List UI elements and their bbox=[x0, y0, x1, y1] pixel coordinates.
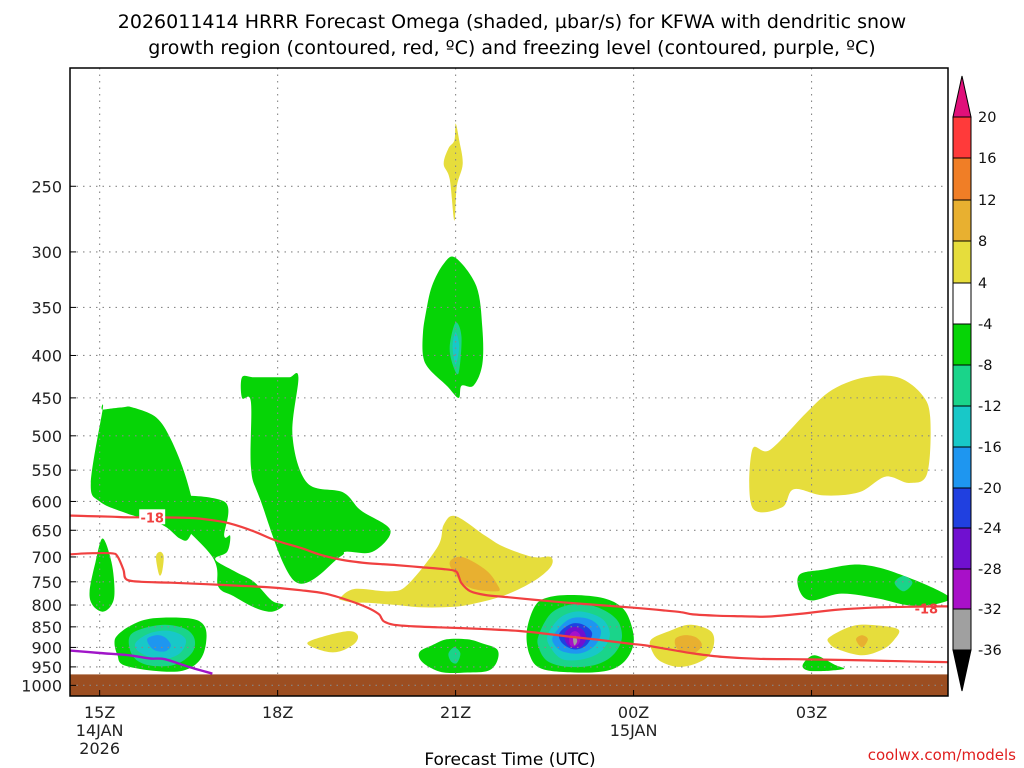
plot-background bbox=[70, 68, 948, 696]
colorbar-segment bbox=[952, 116, 972, 159]
colorbar-label: 12 bbox=[978, 193, 996, 209]
colorbar-segment bbox=[952, 527, 972, 570]
colorbar-segment bbox=[952, 240, 972, 284]
omega-region-neg-b-2 bbox=[164, 495, 284, 612]
omega-region-neg-g-1 bbox=[797, 564, 948, 606]
ground-layer bbox=[70, 674, 948, 696]
colorbar-segment bbox=[952, 364, 972, 407]
omega-region-pos-a-1 bbox=[443, 123, 463, 221]
y-tick-label-950: 950 bbox=[31, 658, 62, 677]
x-tick-label-21Z: 21Z bbox=[440, 703, 471, 722]
y-tick-label-900: 900 bbox=[31, 638, 62, 657]
colorbar-label: -28 bbox=[978, 562, 1002, 578]
omega-region-pos-c-1 bbox=[307, 631, 359, 653]
colorbar-bottom-arrow bbox=[952, 649, 972, 692]
colorbar-segment bbox=[952, 157, 972, 201]
colorbar-label: 20 bbox=[978, 110, 996, 126]
colorbar-segment bbox=[952, 608, 972, 651]
y-tick-label-700: 700 bbox=[31, 548, 62, 567]
x-tick-label-03Z: 03Z bbox=[796, 703, 827, 722]
colorbar-label: 8 bbox=[978, 234, 987, 250]
omega-region-neg-d-4 bbox=[147, 635, 171, 652]
y-tick-label-750: 750 bbox=[31, 573, 62, 592]
colorbar-segment bbox=[952, 323, 972, 366]
colorbar-segment bbox=[952, 446, 972, 489]
x-tick-date-15Z: 14JAN bbox=[76, 721, 124, 740]
omega-region-pos-d-2 bbox=[449, 556, 500, 592]
dgz-contours bbox=[70, 514, 948, 664]
omega-region-pos-d-1 bbox=[339, 515, 553, 608]
colorbar-label: -12 bbox=[978, 399, 1002, 415]
dgz-contour-label-1: -18 bbox=[140, 511, 164, 526]
chart-title-line1: 2026011414 HRRR Forecast Omega (shaded, … bbox=[118, 11, 906, 33]
omega-shading bbox=[89, 123, 948, 674]
x-tick-date-00Z: 15JAN bbox=[610, 721, 658, 740]
y-tick-label-600: 600 bbox=[31, 492, 62, 511]
axes: 2503003504004505005506006507007508008509… bbox=[21, 67, 949, 758]
colorbar-segment bbox=[952, 282, 972, 325]
colorbar-label: 16 bbox=[978, 151, 996, 167]
chart-title-line2: growth region (contoured, red, ºC) and f… bbox=[148, 37, 875, 59]
y-tick-label-300: 300 bbox=[31, 243, 62, 262]
y-tick-label-450: 450 bbox=[31, 389, 62, 408]
plot-frame bbox=[69, 67, 949, 697]
x-tick-label-18Z: 18Z bbox=[262, 703, 293, 722]
dgz-label-bg bbox=[139, 509, 166, 525]
y-tick-label-550: 550 bbox=[31, 461, 62, 480]
colorbar-segment bbox=[952, 405, 972, 448]
omega-region-pos-b-1 bbox=[155, 551, 164, 576]
y-tick-label-650: 650 bbox=[31, 521, 62, 540]
colorbar-label: -8 bbox=[978, 358, 992, 374]
omega-region-pos-g-1 bbox=[749, 375, 931, 513]
colorbar-segment bbox=[952, 568, 972, 610]
y-tick-label-850: 850 bbox=[31, 618, 62, 637]
omega-region-pos-e-2 bbox=[674, 635, 702, 654]
y-tick-label-350: 350 bbox=[31, 298, 62, 317]
x-tick-label-00Z: 00Z bbox=[618, 703, 649, 722]
colorbar-label: -24 bbox=[978, 521, 1002, 537]
x-axis-title: Forecast Time (UTC) bbox=[424, 750, 595, 768]
colorbar-segment bbox=[952, 199, 972, 242]
colorbar-top-arrow bbox=[952, 75, 972, 118]
omega-region-pos-f-2 bbox=[856, 635, 868, 648]
dgz-contour-label-1b: -18 bbox=[915, 603, 939, 618]
y-tick-label-500: 500 bbox=[31, 427, 62, 446]
omega-region-neg-b-1 bbox=[240, 372, 391, 584]
colorbar: 20 16 12 8 4 -4 -8 -12 -16 -20 -24 -28 -32 -36 bbox=[952, 75, 1002, 692]
omega-region-neg-g-2 bbox=[894, 576, 913, 592]
colorbar-segment bbox=[952, 487, 972, 529]
colorbar-label: 4 bbox=[978, 276, 987, 292]
colorbar-label: -16 bbox=[978, 440, 1002, 456]
credit-text: coolwx.com/models bbox=[868, 746, 1016, 764]
y-tick-label-800: 800 bbox=[31, 596, 62, 615]
y-tick-label-400: 400 bbox=[31, 346, 62, 365]
freezing-level-line bbox=[70, 649, 213, 675]
y-tick-label-250: 250 bbox=[31, 177, 62, 196]
colorbar-label: -4 bbox=[978, 317, 992, 333]
omega-region-neg-c-1 bbox=[422, 256, 484, 398]
x-tick-label-15Z: 15Z bbox=[84, 703, 115, 722]
colorbar-label: -32 bbox=[978, 602, 1002, 618]
omega-region-neg-a-2 bbox=[89, 538, 115, 612]
colorbar-label: -20 bbox=[978, 481, 1002, 497]
y-tick-label-1000: 1000 bbox=[21, 676, 62, 695]
dgz-contour-line-1 bbox=[70, 514, 948, 618]
dgz-contour-line-2 bbox=[70, 551, 948, 664]
plot-area: -18 -18 bbox=[70, 68, 948, 696]
colorbar-label: -36 bbox=[978, 643, 1002, 659]
omega-region-neg-e-2 bbox=[448, 647, 461, 664]
x-tick-year-15Z: 2026 bbox=[79, 739, 120, 758]
